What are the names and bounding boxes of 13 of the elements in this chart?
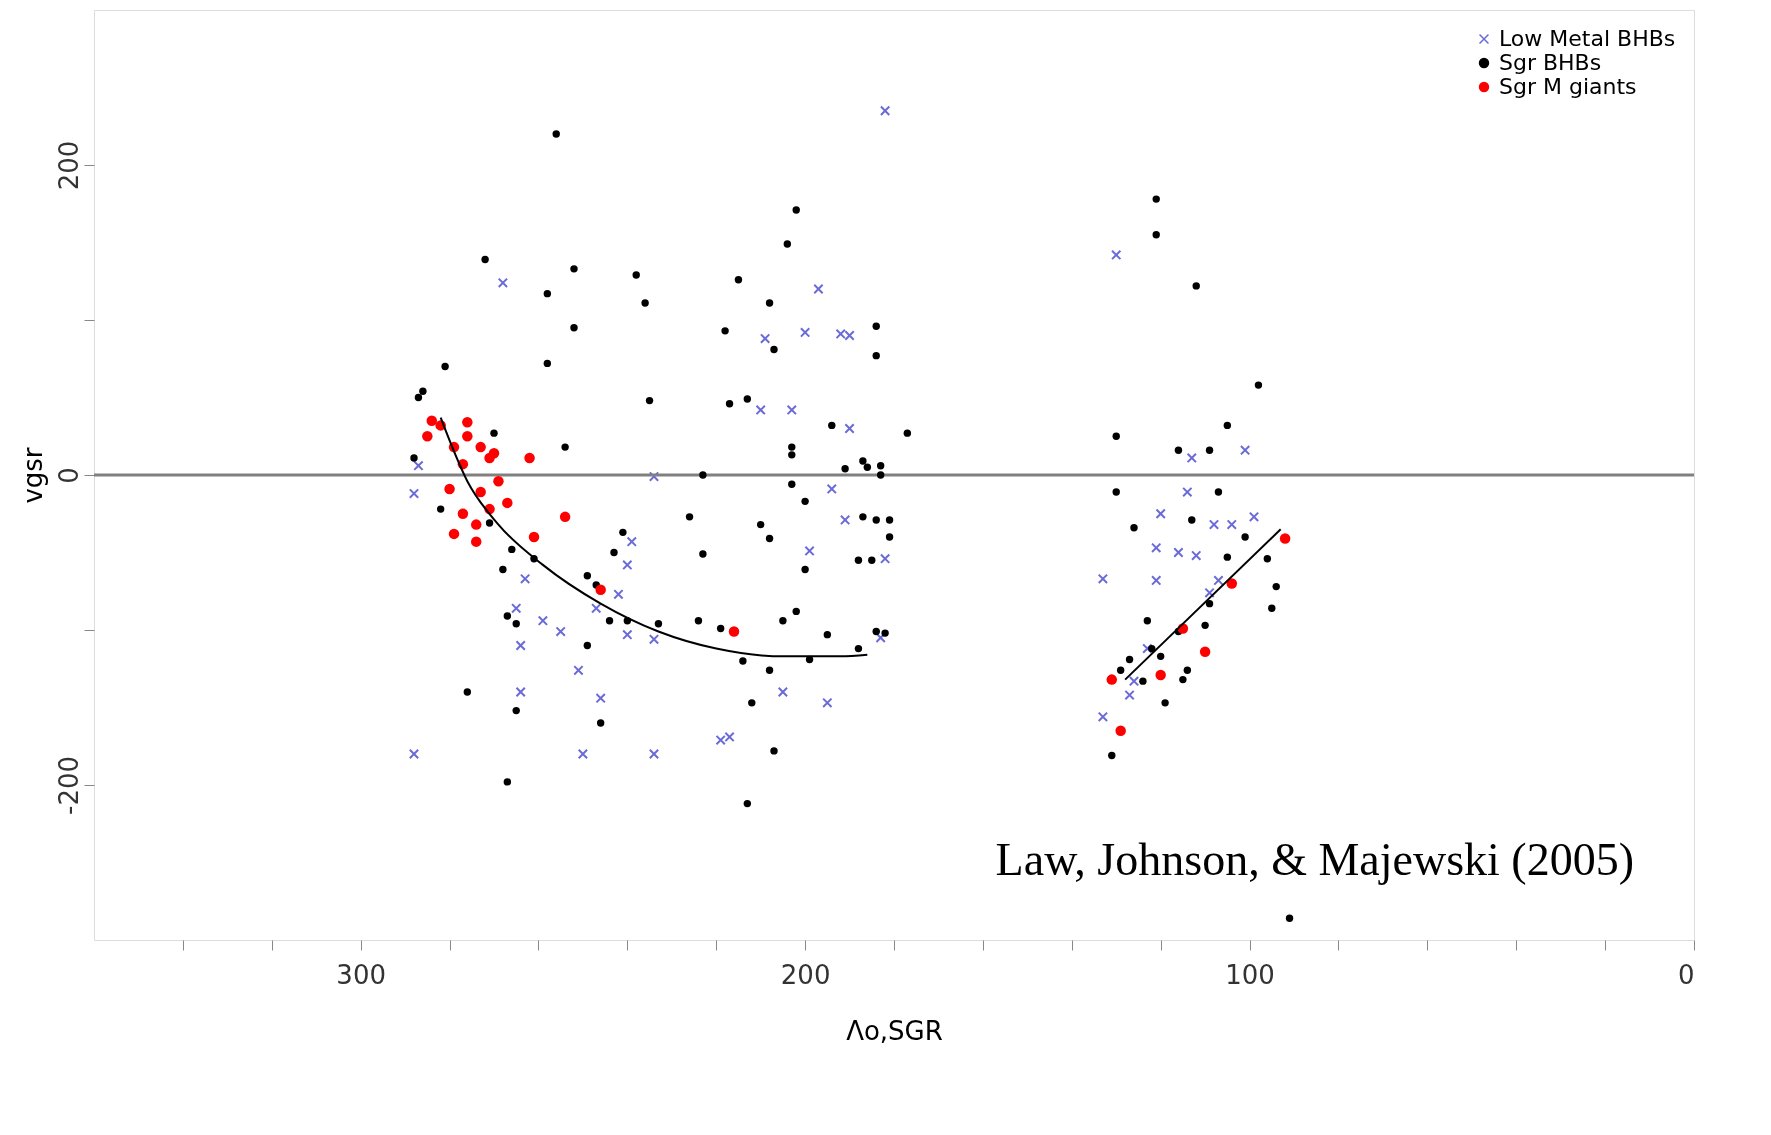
- x-tick-label: 300: [336, 959, 386, 990]
- y-axis-title: vgsr: [17, 447, 48, 504]
- annotation: Law, Johnson, & Majewski (2005): [995, 834, 1634, 885]
- y-tick-label: 0: [53, 467, 84, 484]
- x-tick-label: 0: [1677, 959, 1695, 990]
- legend-label: Low Metal BHBs: [1499, 26, 1676, 51]
- y-tick-label: -200: [53, 755, 84, 816]
- x-tick-label: 200: [780, 959, 831, 990]
- x-tick-label: 100: [1225, 959, 1275, 990]
- legend-label: Sgr M giants: [1499, 74, 1637, 99]
- x-axis-title: Λo,SGR: [846, 1015, 943, 1046]
- legend-label: Sgr BHBs: [1499, 50, 1602, 75]
- y-tick-label: 200: [53, 140, 84, 191]
